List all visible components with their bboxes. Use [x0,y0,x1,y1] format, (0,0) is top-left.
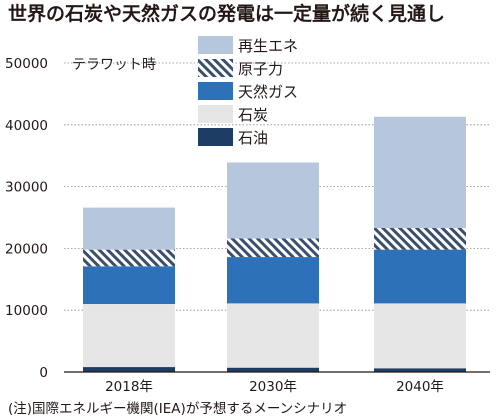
y-tick-label: 20000 [5,241,48,257]
legend-label: 石油 [238,129,268,147]
bar-segment [227,162,319,239]
y-tick-label: 10000 [5,303,48,319]
y-tick-label: 30000 [5,180,48,196]
y-tick-label: 40000 [5,118,48,134]
bar-segment [374,368,466,372]
x-tick-labels: 2018年 2030年 2040年 [105,379,444,395]
legend-swatch [198,128,233,146]
legend-swatch [198,82,233,100]
bar-segment [83,266,175,305]
bar-segment [83,304,175,368]
chart-title: 世界の石炭や天然ガスの発電は一定量が続く見通し [8,3,446,25]
bar-segment [227,303,319,368]
y-tick-labels: 0 10000 20000 30000 40000 50000 [5,56,48,381]
legend-swatch [198,105,233,123]
bar-segment [227,238,319,258]
x-tick-label: 2030年 [249,379,297,395]
bar-segment [374,303,466,369]
legend-label: 原子力 [238,60,283,78]
bar-segment [374,249,466,304]
bar-segment [83,207,175,250]
y-axis-unit: テラワット時 [72,57,156,73]
bar-segment [227,257,319,304]
legend-label: 石炭 [238,106,268,124]
x-tick-label: 2040年 [396,379,444,395]
bar-segment [374,228,466,250]
bar-segment [227,367,319,372]
legend-swatch [198,59,233,77]
bar-segment [374,116,466,229]
bars [64,116,490,373]
x-tick-label: 2018年 [105,379,153,395]
bar-segment [83,367,175,372]
chart-note: (注)国際エネルギー機関(IEA)が予想するメーンシナリオ [8,401,348,417]
legend-label: 再生エネ [238,37,298,55]
legend-label: 天然ガス [238,83,298,101]
bar-segment [83,249,175,267]
y-tick-label: 50000 [5,56,48,72]
legend-swatch [198,36,233,54]
y-tick-label: 0 [39,365,48,381]
